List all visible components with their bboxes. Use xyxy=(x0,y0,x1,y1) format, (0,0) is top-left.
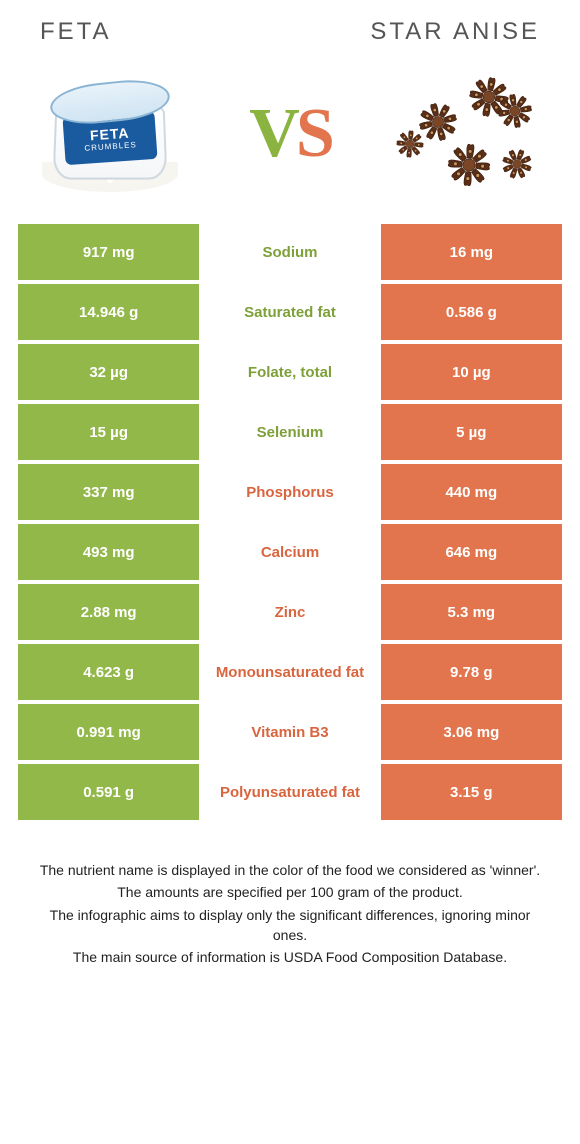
left-value: 337 mg xyxy=(18,464,199,520)
nutrient-name: Saturated fat xyxy=(199,284,380,340)
right-value: 0.586 g xyxy=(381,284,562,340)
nutrient-name: Monounsaturated fat xyxy=(199,644,380,700)
right-value: 9.78 g xyxy=(381,644,562,700)
images-row: FETA CRUMBLES VS xyxy=(0,54,580,224)
vs-label: VS xyxy=(249,94,331,174)
right-value: 10 µg xyxy=(381,344,562,400)
table-row: 4.623 gMonounsaturated fat9.78 g xyxy=(18,644,562,700)
table-row: 0.591 gPolyunsaturated fat3.15 g xyxy=(18,764,562,820)
vs-s: S xyxy=(296,95,331,172)
left-value: 15 µg xyxy=(18,404,199,460)
right-value: 3.15 g xyxy=(381,764,562,820)
nutrient-name: Zinc xyxy=(199,584,380,640)
left-value: 917 mg xyxy=(18,224,199,280)
table-row: 0.991 mgVitamin B33.06 mg xyxy=(18,704,562,760)
right-value: 440 mg xyxy=(381,464,562,520)
footnote-line: The main source of information is USDA F… xyxy=(34,947,546,967)
nutrient-name: Selenium xyxy=(199,404,380,460)
nutrient-name: Polyunsaturated fat xyxy=(199,764,380,820)
footnote-line: The infographic aims to display only the… xyxy=(34,905,546,946)
left-value: 14.946 g xyxy=(18,284,199,340)
left-value: 0.591 g xyxy=(18,764,199,820)
table-row: 14.946 gSaturated fat0.586 g xyxy=(18,284,562,340)
left-value: 2.88 mg xyxy=(18,584,199,640)
header: FETA STAR ANISE xyxy=(0,0,580,54)
nutrient-name: Calcium xyxy=(199,524,380,580)
vs-v: V xyxy=(249,95,296,172)
nutrient-name: Vitamin B3 xyxy=(199,704,380,760)
right-value: 5 µg xyxy=(381,404,562,460)
left-food-title: FETA xyxy=(40,18,112,46)
table-row: 337 mgPhosphorus440 mg xyxy=(18,464,562,520)
right-value: 16 mg xyxy=(381,224,562,280)
table-row: 32 µgFolate, total10 µg xyxy=(18,344,562,400)
table-row: 2.88 mgZinc5.3 mg xyxy=(18,584,562,640)
left-value: 4.623 g xyxy=(18,644,199,700)
left-value: 0.991 mg xyxy=(18,704,199,760)
nutrient-table: 917 mgSodium16 mg14.946 gSaturated fat0.… xyxy=(0,224,580,820)
feta-illustration: FETA CRUMBLES xyxy=(40,74,180,194)
table-row: 917 mgSodium16 mg xyxy=(18,224,562,280)
nutrient-name: Phosphorus xyxy=(199,464,380,520)
left-value: 493 mg xyxy=(18,524,199,580)
right-value: 646 mg xyxy=(381,524,562,580)
table-row: 15 µgSelenium5 µg xyxy=(18,404,562,460)
nutrient-name: Sodium xyxy=(199,224,380,280)
right-food-title: STAR ANISE xyxy=(370,18,540,46)
right-value: 3.06 mg xyxy=(381,704,562,760)
footnote-line: The nutrient name is displayed in the co… xyxy=(34,860,546,880)
footnotes: The nutrient name is displayed in the co… xyxy=(0,824,580,967)
right-value: 5.3 mg xyxy=(381,584,562,640)
left-value: 32 µg xyxy=(18,344,199,400)
left-food-image: FETA CRUMBLES xyxy=(30,64,190,204)
nutrient-name: Folate, total xyxy=(199,344,380,400)
star-anise-illustration xyxy=(390,64,550,204)
right-food-image xyxy=(390,64,550,204)
table-row: 493 mgCalcium646 mg xyxy=(18,524,562,580)
footnote-line: The amounts are specified per 100 gram o… xyxy=(34,882,546,902)
